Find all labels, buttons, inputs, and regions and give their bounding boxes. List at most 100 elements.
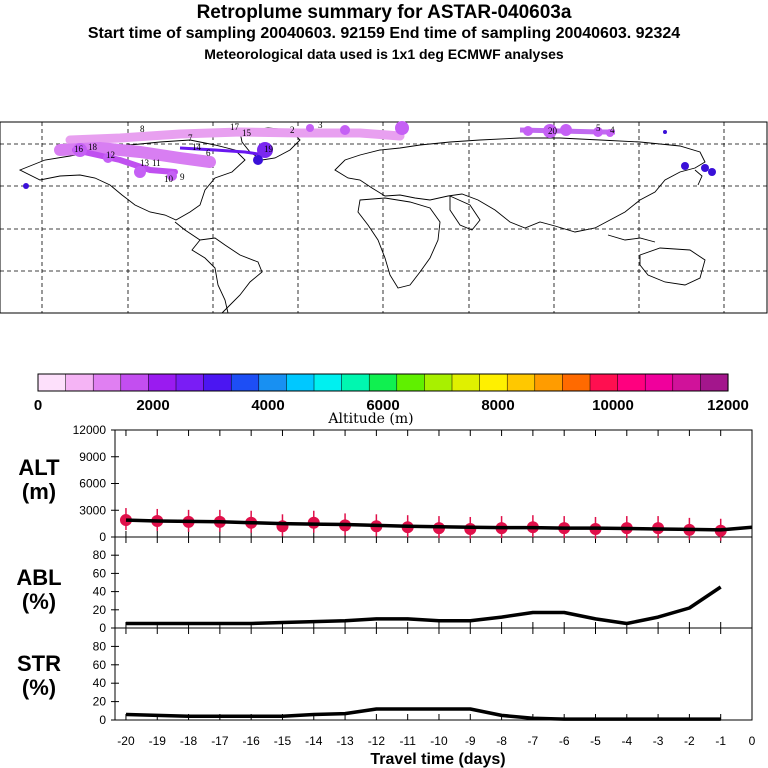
colorbar-tick-label: 0 bbox=[34, 397, 42, 414]
retroplume-trajectory bbox=[23, 121, 716, 189]
x-tick-label: -13 bbox=[336, 734, 354, 748]
alt-y-tick-label: 9000 bbox=[79, 450, 106, 464]
colorbar-swatch bbox=[65, 373, 94, 392]
alt-label-line2: (m) bbox=[21, 479, 57, 504]
colorbar-swatch bbox=[396, 373, 425, 392]
alt-panel-label: ALT (m) bbox=[4, 456, 74, 504]
alt-label-line1: ALT bbox=[18, 455, 60, 480]
map-day-label: 19 bbox=[264, 144, 274, 154]
alt-y-tick-label: 6000 bbox=[79, 477, 106, 491]
str-y-tick-label: 40 bbox=[93, 676, 107, 690]
coastlines bbox=[18, 127, 706, 314]
abl-y-tick-label: 60 bbox=[93, 566, 107, 580]
colorbar-tick-label: 2000 bbox=[136, 397, 169, 414]
alt-point bbox=[119, 514, 132, 527]
series-line-alt bbox=[125, 518, 753, 532]
x-tick-label: -16 bbox=[242, 734, 260, 748]
map-day-label: 6 bbox=[206, 148, 211, 158]
x-tick-label: -18 bbox=[180, 734, 198, 748]
str-y-tick-label: 20 bbox=[93, 695, 107, 709]
map-day-label: 8 bbox=[140, 124, 145, 134]
x-tick-label: -7 bbox=[528, 734, 539, 748]
chart-title: Retroplume summary for ASTAR-040603a bbox=[196, 2, 572, 23]
colorbar-tick-label: 4000 bbox=[251, 397, 284, 414]
abl-label-line1: ABL bbox=[16, 565, 62, 590]
alt-y-tick-label: 3000 bbox=[79, 503, 106, 517]
x-tick-label: -11 bbox=[399, 734, 416, 748]
x-tick-label: -20 bbox=[117, 734, 135, 748]
colorbar-swatch bbox=[120, 373, 149, 392]
x-tick-label: -1 bbox=[715, 734, 726, 748]
x-tick-label: -15 bbox=[274, 734, 292, 748]
x-tick-label: -12 bbox=[368, 734, 386, 748]
x-tick-label: -4 bbox=[621, 734, 632, 748]
alt-y-tick-label: 0 bbox=[99, 530, 106, 544]
map-day-label: 13 bbox=[140, 158, 150, 168]
map-day-label: 14 bbox=[192, 142, 202, 152]
x-tick-label: -3 bbox=[653, 734, 664, 748]
x-tick-label: -10 bbox=[430, 734, 448, 748]
map-day-label: 11 bbox=[152, 158, 161, 168]
colorbar-swatch bbox=[617, 373, 646, 392]
colorbar-swatch bbox=[589, 373, 619, 392]
colorbar-swatch bbox=[148, 373, 177, 392]
map-day-label: 12 bbox=[106, 150, 115, 160]
x-axis-label: Travel time (days) bbox=[370, 751, 505, 768]
x-tick-label: -19 bbox=[149, 734, 167, 748]
str-y-tick-label: 80 bbox=[93, 639, 107, 653]
x-tick-label: -5 bbox=[590, 734, 601, 748]
colorbar-swatch bbox=[175, 373, 205, 392]
str-y-tick-label: 60 bbox=[93, 658, 107, 672]
colorbar-swatch bbox=[479, 373, 508, 392]
x-tick-label: -9 bbox=[465, 734, 476, 748]
x-tick-label: -8 bbox=[496, 734, 507, 748]
colorbar-tick-label: 6000 bbox=[366, 397, 399, 414]
colorbar-swatch bbox=[700, 373, 729, 392]
series-line-abl bbox=[126, 585, 722, 626]
map-day-label: 7 bbox=[188, 133, 193, 143]
map-day-label: 18 bbox=[88, 142, 98, 152]
met-data-subtitle: Meteorological data used is 1x1 deg ECMW… bbox=[204, 46, 564, 62]
abl-y-tick-label: 0 bbox=[99, 621, 106, 635]
map-day-label: 3 bbox=[318, 120, 323, 130]
colorbar-swatch bbox=[37, 373, 67, 392]
map-day-label: 9 bbox=[180, 172, 185, 182]
x-tick-label: -17 bbox=[211, 734, 229, 748]
colorbar-swatch bbox=[451, 373, 481, 392]
str-panel-label: STR (%) bbox=[4, 652, 74, 700]
map-day-label: 10 bbox=[164, 174, 174, 184]
series-line-str bbox=[125, 707, 721, 721]
colorbar-tick-label: 10000 bbox=[592, 397, 634, 414]
x-tick-label: 0 bbox=[749, 734, 756, 748]
colorbar-swatch bbox=[368, 373, 398, 392]
colorbar-tick-label: 8000 bbox=[481, 397, 514, 414]
abl-y-tick-label: 20 bbox=[93, 603, 107, 617]
colorbar-swatch bbox=[313, 373, 343, 392]
colorbar-swatch bbox=[562, 373, 591, 392]
x-tick-label: -14 bbox=[305, 734, 323, 748]
colorbar-swatch bbox=[424, 373, 453, 392]
map-gridlines bbox=[0, 122, 767, 313]
colorbar-swatch bbox=[230, 373, 260, 392]
x-tick-label: -2 bbox=[684, 734, 695, 748]
colorbar-swatch bbox=[644, 373, 674, 392]
colorbar-swatch bbox=[672, 373, 701, 392]
colorbar-swatch bbox=[286, 373, 315, 392]
colorbar-tick-label: 12000 bbox=[707, 397, 749, 414]
colorbar-swatch bbox=[258, 373, 287, 392]
abl-panel-label: ABL (%) bbox=[4, 566, 74, 614]
map-day-label: 20 bbox=[548, 126, 558, 136]
colorbar-swatch bbox=[534, 373, 563, 392]
map-day-label: 15 bbox=[242, 128, 252, 138]
abl-y-tick-label: 80 bbox=[93, 548, 107, 562]
colorbar-swatch bbox=[341, 373, 370, 392]
colorbar-label: Altitude (m) bbox=[327, 411, 413, 427]
str-label-line2: (%) bbox=[21, 675, 57, 700]
map-day-label: 5 bbox=[596, 123, 601, 133]
str-label-line1: STR bbox=[17, 651, 61, 676]
colorbar-swatch bbox=[92, 373, 122, 392]
